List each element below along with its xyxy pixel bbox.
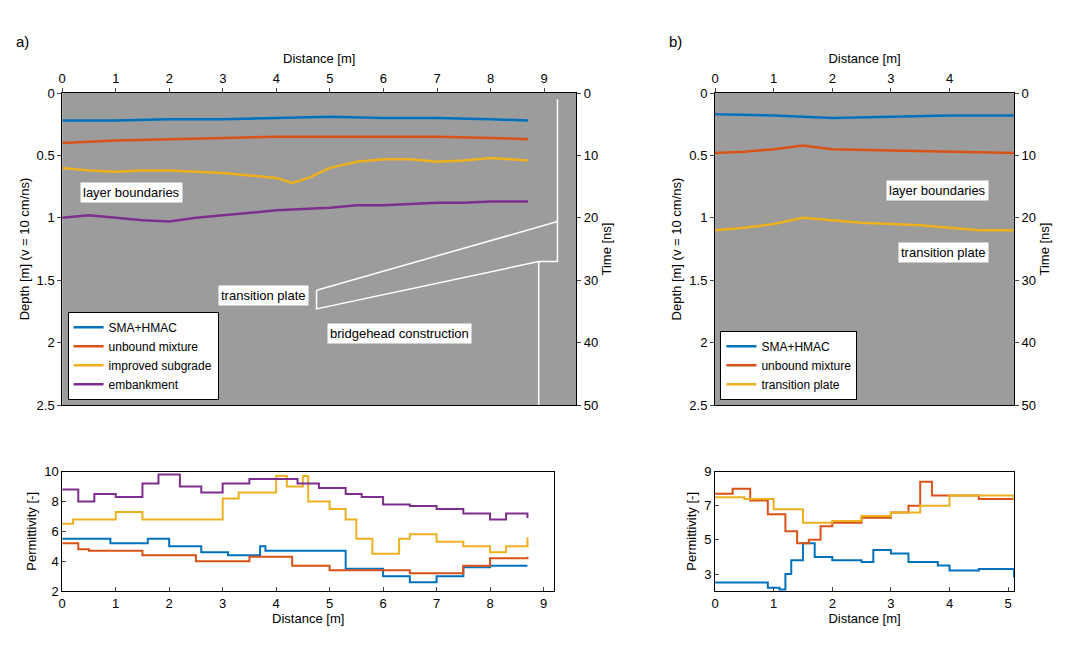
svg-text:3: 3 xyxy=(887,71,894,86)
svg-text:7: 7 xyxy=(433,596,440,611)
svg-text:30: 30 xyxy=(1022,273,1036,288)
svg-text:40: 40 xyxy=(1022,335,1036,350)
svg-text:0: 0 xyxy=(700,86,707,101)
svg-text:2: 2 xyxy=(51,584,58,599)
svg-text:8: 8 xyxy=(486,596,493,611)
svg-text:unbound mixture: unbound mixture xyxy=(109,340,199,354)
svg-text:10: 10 xyxy=(44,464,58,479)
svg-text:Time [ns]: Time [ns] xyxy=(1037,223,1052,276)
svg-text:3: 3 xyxy=(219,596,226,611)
svg-text:2: 2 xyxy=(166,71,173,86)
svg-text:0: 0 xyxy=(584,86,591,101)
svg-text:Distance [m]: Distance [m] xyxy=(828,611,900,626)
svg-text:2: 2 xyxy=(829,71,836,86)
svg-text:5: 5 xyxy=(1005,596,1012,611)
svg-text:2.5: 2.5 xyxy=(689,398,707,413)
svg-text:3: 3 xyxy=(219,71,226,86)
svg-text:Permittivity [-]: Permittivity [-] xyxy=(24,492,39,571)
svg-text:1: 1 xyxy=(112,71,119,86)
svg-text:transition plate: transition plate xyxy=(761,378,839,392)
svg-text:40: 40 xyxy=(584,335,598,350)
svg-text:Distance [m]: Distance [m] xyxy=(828,51,900,66)
svg-text:9: 9 xyxy=(704,464,711,479)
svg-text:9: 9 xyxy=(540,596,547,611)
svg-text:1.5: 1.5 xyxy=(37,273,55,288)
svg-text:4: 4 xyxy=(273,71,280,86)
svg-text:Permittivity [-]: Permittivity [-] xyxy=(684,492,699,571)
svg-text:0.5: 0.5 xyxy=(689,148,707,163)
svg-text:layer boundaries: layer boundaries xyxy=(83,185,180,200)
svg-text:10: 10 xyxy=(584,148,598,163)
svg-text:7: 7 xyxy=(433,71,440,86)
svg-text:Time [ns]: Time [ns] xyxy=(599,223,614,276)
svg-text:Depth [m] (v = 10 cm/ns): Depth [m] (v = 10 cm/ns) xyxy=(17,178,32,321)
svg-text:improved subgrade: improved subgrade xyxy=(109,359,212,373)
svg-text:5: 5 xyxy=(326,596,333,611)
svg-text:0: 0 xyxy=(59,596,66,611)
svg-text:1: 1 xyxy=(770,71,777,86)
svg-text:5: 5 xyxy=(704,532,711,547)
svg-text:2.5: 2.5 xyxy=(37,398,55,413)
svg-text:transition plate: transition plate xyxy=(901,245,986,260)
svg-text:Distance [m]: Distance [m] xyxy=(283,51,355,66)
svg-text:8: 8 xyxy=(51,494,58,509)
svg-text:0: 0 xyxy=(59,71,66,86)
svg-text:unbound mixture: unbound mixture xyxy=(761,359,851,373)
svg-text:2: 2 xyxy=(166,596,173,611)
svg-text:1: 1 xyxy=(700,210,707,225)
svg-text:Distance [m]: Distance [m] xyxy=(272,611,344,626)
svg-text:6: 6 xyxy=(379,596,386,611)
svg-text:0.5: 0.5 xyxy=(37,148,55,163)
svg-text:20: 20 xyxy=(1022,210,1036,225)
svg-text:1.5: 1.5 xyxy=(689,273,707,288)
svg-text:layer boundaries: layer boundaries xyxy=(889,183,986,198)
svg-text:0: 0 xyxy=(1022,86,1029,101)
svg-text:b): b) xyxy=(669,33,682,50)
svg-text:5: 5 xyxy=(326,71,333,86)
svg-text:3: 3 xyxy=(887,596,894,611)
svg-text:4: 4 xyxy=(273,596,280,611)
svg-text:8: 8 xyxy=(487,71,494,86)
svg-text:6: 6 xyxy=(380,71,387,86)
svg-text:2: 2 xyxy=(829,596,836,611)
svg-text:SMA+HMAC: SMA+HMAC xyxy=(761,340,830,354)
svg-text:1: 1 xyxy=(112,596,119,611)
svg-text:7: 7 xyxy=(704,498,711,513)
svg-text:6: 6 xyxy=(51,524,58,539)
svg-text:Depth [m] (v = 10 cm/ns): Depth [m] (v = 10 cm/ns) xyxy=(669,178,684,321)
svg-text:4: 4 xyxy=(946,596,953,611)
svg-text:transition plate: transition plate xyxy=(221,288,306,303)
svg-text:4: 4 xyxy=(51,554,58,569)
svg-text:3: 3 xyxy=(704,567,711,582)
svg-text:embankment: embankment xyxy=(109,378,179,392)
svg-text:1: 1 xyxy=(770,596,777,611)
svg-text:2: 2 xyxy=(700,335,707,350)
svg-text:20: 20 xyxy=(584,210,598,225)
svg-text:a): a) xyxy=(16,33,29,50)
svg-text:0: 0 xyxy=(711,71,718,86)
svg-text:2: 2 xyxy=(47,335,54,350)
svg-text:bridgehead construction: bridgehead construction xyxy=(330,326,469,341)
svg-text:0: 0 xyxy=(47,86,54,101)
svg-text:4: 4 xyxy=(946,71,953,86)
svg-text:30: 30 xyxy=(584,273,598,288)
svg-text:50: 50 xyxy=(584,398,598,413)
svg-text:10: 10 xyxy=(1022,148,1036,163)
svg-text:9: 9 xyxy=(540,71,547,86)
svg-text:50: 50 xyxy=(1022,398,1036,413)
svg-text:0: 0 xyxy=(711,596,718,611)
svg-text:SMA+HMAC: SMA+HMAC xyxy=(109,321,178,335)
svg-text:1: 1 xyxy=(47,210,54,225)
